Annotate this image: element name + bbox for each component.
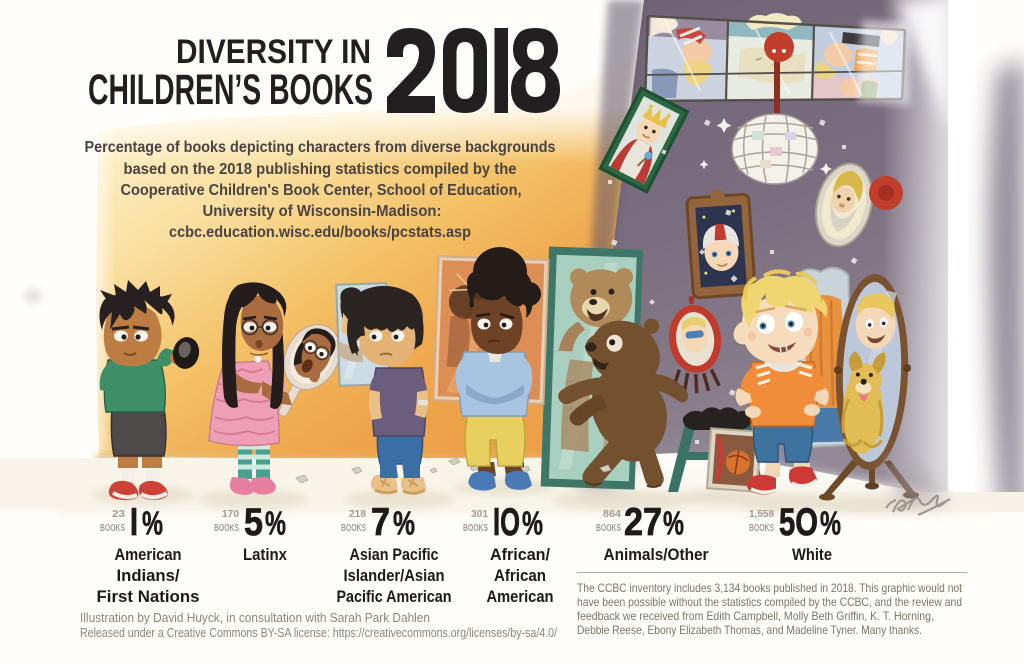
svg-text:BOOKS: BOOKS (463, 522, 488, 534)
svg-text:American: American (487, 588, 554, 606)
svg-text:5: 5 (244, 501, 263, 544)
svg-text:American: American (115, 546, 182, 564)
svg-text:BOOKS: BOOKS (596, 522, 621, 534)
svg-text:First Nations: First Nations (97, 588, 200, 606)
svg-text:%: % (820, 506, 841, 543)
svg-text:864: 864 (603, 508, 621, 520)
svg-text:%: % (663, 506, 684, 543)
svg-text:Animals/Other: Animals/Other (604, 546, 710, 564)
svg-text:IO: IO (493, 501, 520, 544)
svg-text:Percentage of books depicting: Percentage of books depicting characters… (85, 139, 556, 156)
svg-text:African/: African/ (490, 546, 550, 564)
svg-text:have been possible without the: have been possible without the statistic… (577, 596, 962, 609)
svg-text:ccbc.education.wisc.edu/books/: ccbc.education.wisc.edu/books/pcstats.as… (169, 224, 471, 241)
svg-text:BOOKS: BOOKS (341, 522, 366, 534)
svg-text:Released under a Creative Comm: Released under a Creative Commons BY-SA … (80, 625, 557, 640)
svg-text:based on the 2018 publishing s: based on the 2018 publishing statistics … (124, 161, 517, 178)
svg-text:5O: 5O (779, 501, 818, 544)
svg-text:27: 27 (624, 501, 662, 544)
svg-text:301: 301 (471, 508, 488, 520)
svg-text:BOOKS: BOOKS (749, 522, 774, 534)
svg-text:23: 23 (112, 508, 125, 520)
svg-text:Illustration by David Huyck, i: Illustration by David Huyck, in consulta… (80, 610, 430, 625)
svg-text:170: 170 (222, 508, 239, 520)
svg-text:1,558: 1,558 (749, 508, 774, 520)
svg-text:Indians/: Indians/ (117, 567, 180, 585)
svg-text:218: 218 (349, 508, 366, 520)
svg-text:CHILDREN’S BOOKS: CHILDREN’S BOOKS (88, 67, 373, 114)
svg-text:The CCBC inventory includes 3,: The CCBC inventory includes 3,134 books … (577, 582, 963, 595)
svg-text:%: % (265, 506, 286, 543)
svg-text:African: African (494, 567, 546, 585)
svg-text:University of Wisconsin-Madiso: University of Wisconsin-Madison: (203, 203, 442, 220)
svg-text:Debbie Reese, Ebony Elizabeth: Debbie Reese, Ebony Elizabeth Thomas, an… (577, 624, 922, 637)
svg-text:Asian Pacific: Asian Pacific (350, 546, 439, 564)
svg-text:Islander/Asian: Islander/Asian (344, 567, 445, 585)
svg-text:DIVERSITY IN: DIVERSITY IN (176, 33, 371, 71)
svg-text:BOOKS: BOOKS (214, 522, 239, 534)
svg-text:7: 7 (371, 501, 390, 544)
svg-text:%: % (393, 506, 415, 543)
svg-text:%: % (522, 506, 543, 543)
svg-text:%: % (142, 506, 163, 543)
svg-text:Pacific American: Pacific American (337, 588, 452, 606)
svg-text:Cooperative Children's Book Ce: Cooperative Children's Book Center, Scho… (121, 182, 522, 199)
svg-text:BOOKS: BOOKS (100, 522, 125, 534)
svg-text:feedback we received from Edit: feedback we received from Edith Campbell… (577, 610, 934, 623)
svg-text:Latinx: Latinx (243, 546, 288, 564)
svg-text:White: White (792, 546, 832, 564)
svg-text:I: I (130, 501, 138, 544)
